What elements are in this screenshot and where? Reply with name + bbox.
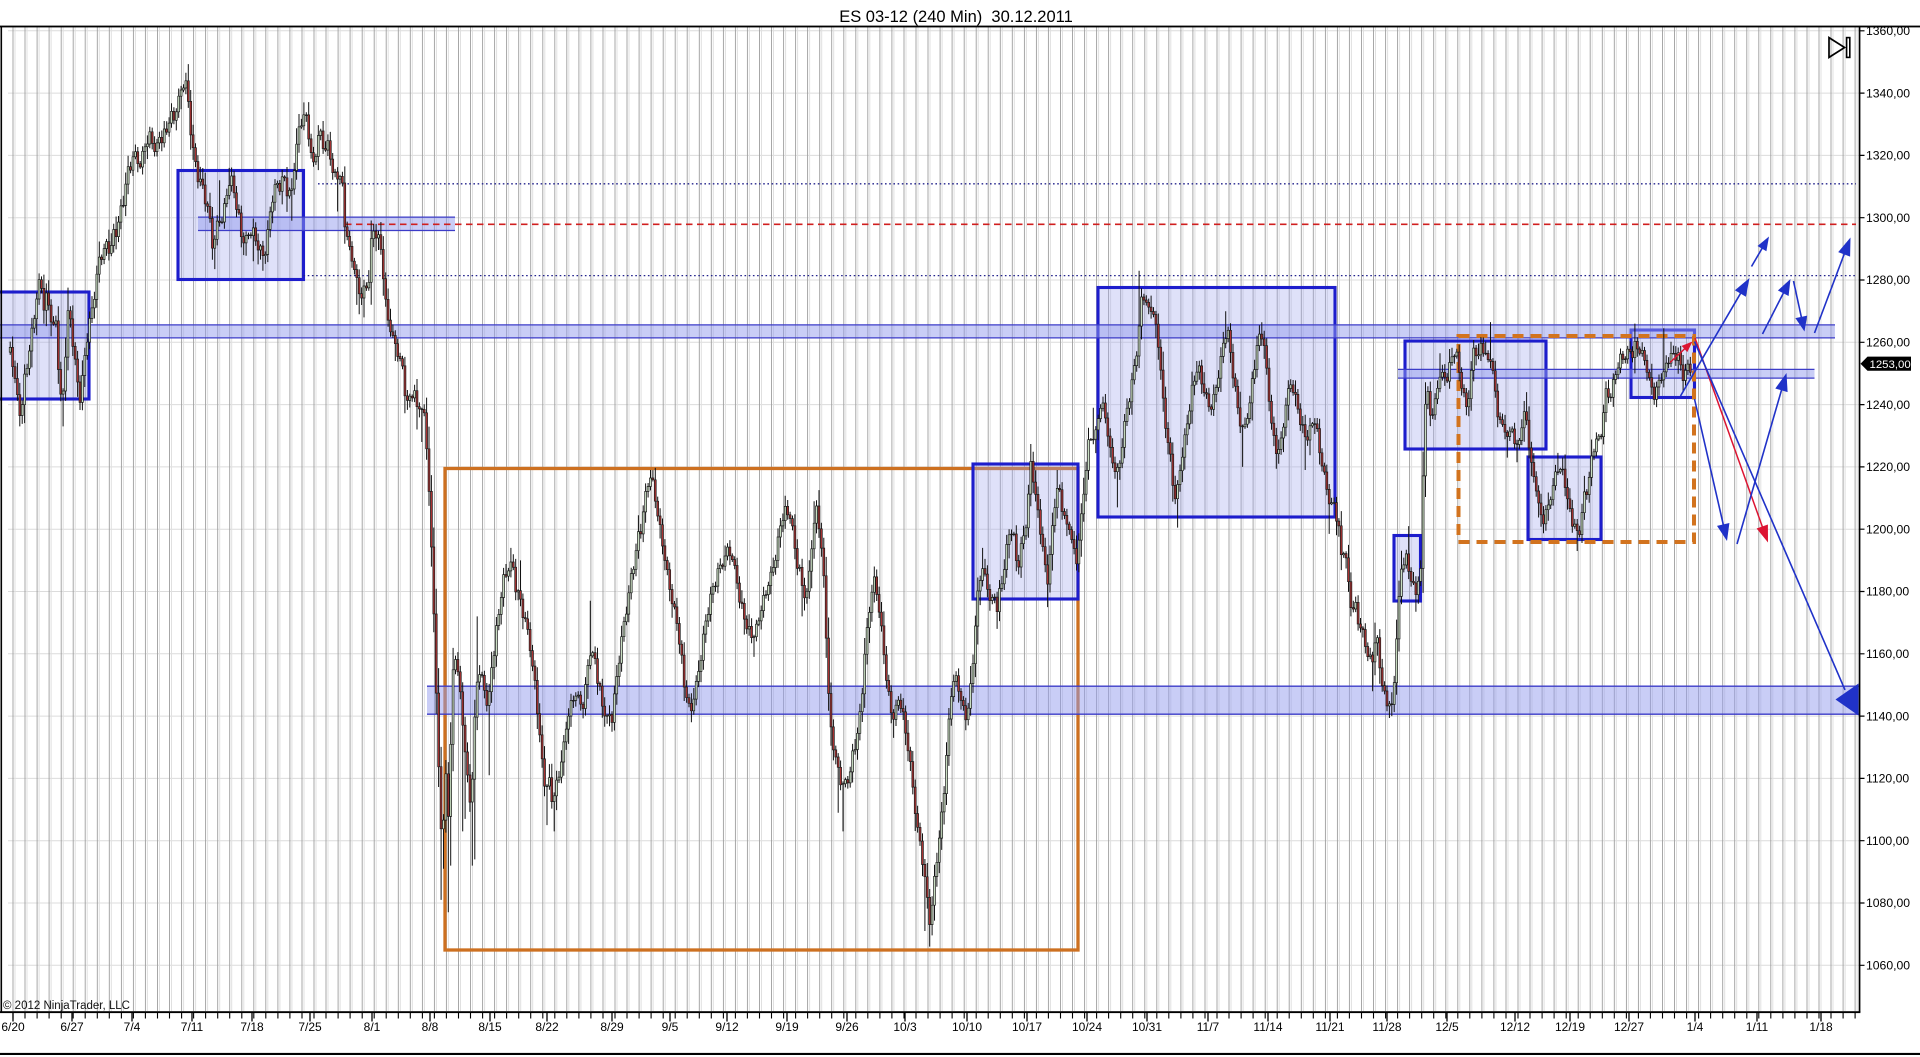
svg-text:1253,00: 1253,00 <box>1870 359 1911 371</box>
svg-text:1060,00: 1060,00 <box>1866 959 1910 973</box>
svg-text:1200,00: 1200,00 <box>1866 522 1910 536</box>
svg-text:© 2012 NinjaTrader, LLC: © 2012 NinjaTrader, LLC <box>3 1000 130 1012</box>
svg-text:8/8: 8/8 <box>422 1020 439 1034</box>
svg-text:1/18: 1/18 <box>1809 1020 1833 1034</box>
svg-text:11/28: 11/28 <box>1372 1020 1401 1034</box>
svg-text:11/21: 11/21 <box>1315 1020 1344 1034</box>
svg-text:10/10: 10/10 <box>952 1020 982 1034</box>
svg-text:9/19: 9/19 <box>775 1020 799 1034</box>
svg-text:1280,00: 1280,00 <box>1866 273 1910 287</box>
svg-text:1220,00: 1220,00 <box>1866 460 1910 474</box>
svg-text:1240,00: 1240,00 <box>1866 398 1910 412</box>
svg-text:1340,00: 1340,00 <box>1866 86 1910 100</box>
svg-text:1/4: 1/4 <box>1687 1020 1704 1034</box>
svg-text:12/5: 12/5 <box>1435 1020 1459 1034</box>
svg-text:7/4: 7/4 <box>124 1020 141 1034</box>
svg-text:9/12: 9/12 <box>715 1020 739 1034</box>
svg-text:1/11: 1/11 <box>1746 1020 1769 1034</box>
svg-text:1180,00: 1180,00 <box>1866 585 1909 599</box>
svg-text:ES 03-12 (240 Min) 30.12.2011: ES 03-12 (240 Min) 30.12.2011 <box>839 8 1073 26</box>
svg-text:10/3: 10/3 <box>893 1020 917 1034</box>
svg-text:10/24: 10/24 <box>1072 1020 1102 1034</box>
svg-text:1120,00: 1120,00 <box>1866 772 1909 786</box>
svg-text:9/5: 9/5 <box>662 1020 679 1034</box>
svg-text:12/19: 12/19 <box>1555 1020 1585 1034</box>
svg-text:1140,00: 1140,00 <box>1866 709 1909 723</box>
svg-text:10/17: 10/17 <box>1012 1020 1042 1034</box>
svg-text:12/12: 12/12 <box>1500 1020 1530 1034</box>
svg-text:1080,00: 1080,00 <box>1866 896 1910 910</box>
svg-text:7/18: 7/18 <box>240 1020 264 1034</box>
svg-text:9/26: 9/26 <box>835 1020 859 1034</box>
svg-text:8/1: 8/1 <box>364 1020 381 1034</box>
svg-text:11/7: 11/7 <box>1197 1020 1220 1034</box>
svg-text:7/25: 7/25 <box>298 1020 322 1034</box>
svg-text:1360,00: 1360,00 <box>1866 24 1910 38</box>
svg-text:12/27: 12/27 <box>1614 1020 1644 1034</box>
svg-text:1260,00: 1260,00 <box>1866 336 1910 350</box>
svg-text:1100,00: 1100,00 <box>1866 834 1909 848</box>
svg-text:1160,00: 1160,00 <box>1866 647 1909 661</box>
svg-text:8/15: 8/15 <box>478 1020 502 1034</box>
svg-text:6/20: 6/20 <box>1 1020 25 1034</box>
svg-text:11/14: 11/14 <box>1253 1020 1282 1034</box>
svg-text:7/11: 7/11 <box>181 1020 204 1034</box>
svg-text:10/31: 10/31 <box>1132 1020 1162 1034</box>
svg-text:1300,00: 1300,00 <box>1866 211 1910 225</box>
svg-text:6/27: 6/27 <box>60 1020 84 1034</box>
svg-text:8/22: 8/22 <box>535 1020 559 1034</box>
svg-text:1320,00: 1320,00 <box>1866 149 1910 163</box>
svg-text:8/29: 8/29 <box>600 1020 624 1034</box>
